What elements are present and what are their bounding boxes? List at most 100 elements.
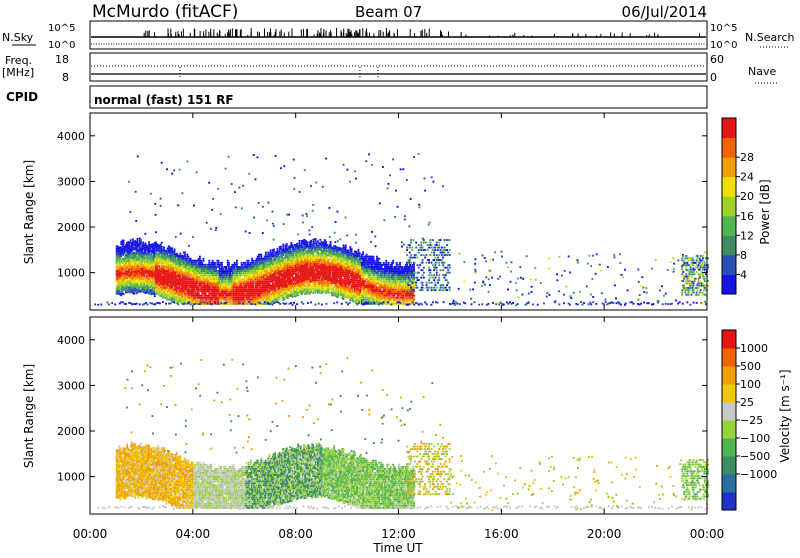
power-cell [161,242,163,244]
power-cell [222,268,224,270]
power-cell [182,294,184,296]
power-cell [351,248,353,250]
power-cell [242,278,244,280]
power-cell [133,293,135,295]
nave-label: Nave [748,65,776,78]
power-cell [252,287,254,289]
power-cell [221,266,223,268]
power-cell [123,240,125,242]
power-cell [317,240,319,242]
power-cell [218,301,220,303]
power-cell [282,246,284,248]
power-cell [226,268,228,270]
power-cell [325,241,327,243]
power-cell [214,264,216,266]
power-cell [185,266,187,268]
power-cell [327,289,329,291]
power-cell [203,278,205,280]
power-cell [218,262,220,264]
power-cell [159,266,161,268]
power-cell [153,258,155,260]
power-cell [235,280,237,282]
power-cell [301,293,303,295]
power-cell [243,293,245,295]
power-cell [274,259,276,261]
power-cell [144,275,146,277]
power-cell [236,272,238,274]
power-cell [201,295,203,297]
power-cell [338,251,340,253]
power-cell [214,262,216,264]
power-cell [258,272,260,274]
power-cell [356,277,358,279]
power-cell [326,244,328,246]
nsearch-tick-bottom: 10^0 [710,40,737,51]
power-cell [293,252,295,254]
power-cell [312,267,314,269]
power-cell [362,253,364,255]
power-cell [345,245,347,247]
power-cell [293,246,295,248]
power-cell [363,282,365,284]
power-cell [332,288,334,290]
nave-tick-top: 60 [710,53,724,66]
power-cell [201,262,203,264]
power-cell [122,270,124,272]
power-cell [221,264,223,266]
power-cell [301,244,303,246]
power-cell [167,254,169,256]
freq-strip-frame [90,53,707,81]
power-cell [282,244,284,246]
power-cell [241,285,243,287]
power-cell [145,251,147,253]
power-cell [149,287,151,289]
power-cell [279,297,281,299]
nsky-series [91,28,706,44]
power-cell [125,269,127,271]
power-cell [330,272,332,274]
power-cell [360,270,362,272]
power-cell [273,249,275,251]
station-title: McMurdo (fitACF) [92,2,238,22]
power-cell [122,291,124,293]
power-cell [361,256,363,258]
power-cell [203,258,205,260]
power-cell [330,241,332,243]
power-cell [187,256,189,258]
power-cell [124,252,126,254]
power-cell [266,274,268,276]
power-cell [163,246,165,248]
power-cell [213,280,215,282]
power-cell [208,262,210,264]
power-cell [160,285,162,287]
power-cell [249,270,251,272]
power-cell [116,280,118,282]
power-cell [281,256,283,258]
power-cell [198,291,200,293]
power-cell [241,262,243,264]
power-cell [221,262,223,264]
power-cell [141,262,143,264]
power-cell [208,295,210,297]
power-cell [263,299,265,301]
power-cell [316,242,318,244]
power-cell [319,276,321,278]
power-cell [324,280,326,282]
power-cell [174,249,176,251]
power-cell [184,252,186,254]
nsky-tick-bottom: 10^0 [48,40,75,51]
power-cell [360,260,362,262]
nave-tick-bottom: 0 [710,71,717,84]
power-cell [260,272,262,274]
power-scatter [94,153,709,306]
power-cell [257,287,259,289]
power-cell [347,260,349,262]
power-cell [252,260,254,262]
power-cell [260,254,262,256]
power-cell [140,290,142,292]
power-cell [349,299,351,301]
power-cell [123,242,125,244]
power-cell [179,275,181,277]
power-cell [347,250,349,252]
power-cell [123,244,125,246]
